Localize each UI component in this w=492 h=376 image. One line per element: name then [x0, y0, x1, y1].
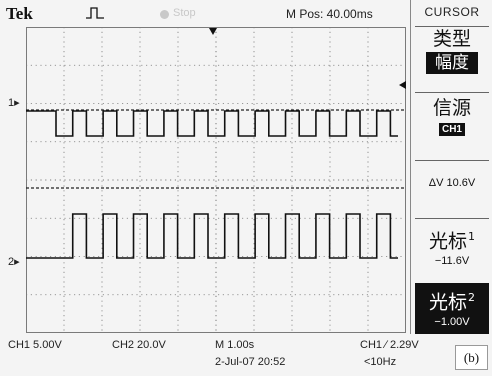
- source-value: CH1: [439, 123, 465, 136]
- cursor2-label: 光标: [428, 291, 467, 314]
- figure-label: (b): [455, 345, 488, 370]
- ch2-scale: CH2 20.0V: [112, 339, 166, 351]
- trigger-pulse-icon: [86, 7, 104, 19]
- ch1-ground-marker[interactable]: 1▸: [8, 96, 20, 109]
- marker-arrow-icon: ▸: [14, 256, 20, 268]
- cursor-type-button[interactable]: 类型 幅度: [415, 26, 489, 88]
- trigger-level-marker: [399, 81, 406, 89]
- timebase: M 1.00s: [215, 339, 255, 351]
- trigger-frequency: <10Hz: [364, 356, 397, 368]
- delta-readout: ΔV 10.6V: [415, 160, 489, 210]
- ch2-ground-marker[interactable]: 2▸: [8, 255, 20, 268]
- ch2-waveform: [26, 213, 398, 259]
- cursor2-value: −1.00V: [434, 316, 470, 329]
- cursor2-button[interactable]: 光标2 −1.00V: [415, 283, 489, 335]
- type-value: 幅度: [426, 52, 478, 74]
- type-label: 类型: [432, 28, 471, 50]
- date-time: 2-Jul-07 20:52: [215, 356, 286, 368]
- delta-value: ΔV 10.6V: [428, 177, 476, 189]
- horizontal-position-readout: M Pos: 40.00ms: [286, 7, 373, 21]
- graticule: [26, 27, 406, 333]
- source-label: 信源: [432, 97, 471, 119]
- trigger-readout: CH1 ∕ 2.29V: [360, 339, 419, 351]
- trigger-position-marker: [209, 28, 217, 35]
- cursor2-index: 2: [468, 291, 475, 304]
- brand-logo: Tek: [6, 4, 33, 23]
- ch2-marker-label: 2: [8, 256, 15, 268]
- menu-title: CURSOR: [424, 5, 480, 19]
- cursor1-value: −11.6V: [434, 255, 470, 268]
- cursor-source-button[interactable]: 信源 CH1: [415, 92, 489, 152]
- run-state-label: Stop: [173, 7, 196, 19]
- cursor-menu: CURSOR 类型 幅度 信源 CH1 ΔV 10.6V 光标1 −11.6V …: [410, 0, 492, 340]
- cursor1-index: 1: [468, 230, 475, 243]
- ch1-marker-label: 1: [8, 97, 15, 109]
- ch1-waveform: [26, 110, 398, 137]
- bottom-status-bar: CH1 5.00V CH2 20.0V M 1.00s CH1 ∕ 2.29V …: [0, 334, 492, 376]
- run-state-icon: [160, 10, 169, 19]
- cursor1-label: 光标: [428, 230, 467, 253]
- top-status-bar: Tek Stop M Pos: 40.00ms: [0, 0, 410, 27]
- cursor1-button[interactable]: 光标1 −11.6V: [415, 218, 489, 278]
- marker-arrow-icon: ▸: [14, 97, 20, 109]
- ch1-scale: CH1 5.00V: [8, 339, 62, 351]
